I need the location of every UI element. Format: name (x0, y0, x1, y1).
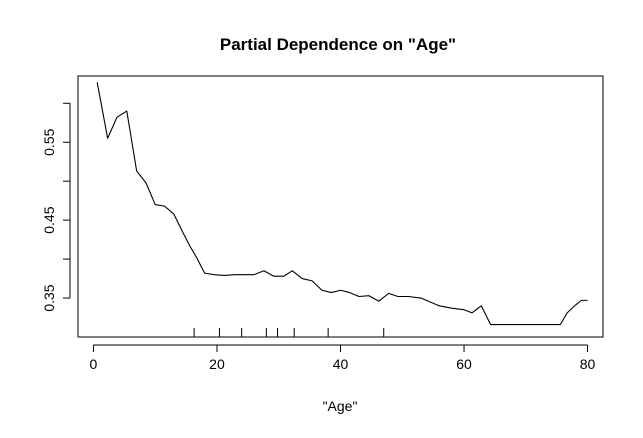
x-tick-label: 40 (333, 356, 349, 372)
y-axis: 0.35 0.45 0.55 (41, 102, 71, 312)
y-tick-label: 0.45 (41, 206, 57, 233)
series-line (96, 82, 588, 326)
series-group (96, 82, 588, 326)
x-axis: 0 20 40 60 80 (90, 344, 596, 372)
x-axis-label: "Age" (323, 398, 358, 414)
x-tick-label: 20 (209, 356, 225, 372)
plot-frame (77, 75, 604, 338)
y-tick-label: 0.35 (41, 284, 57, 311)
rug-ticks (193, 328, 385, 337)
x-tick-label: 60 (456, 356, 472, 372)
y-tick-label: 0.55 (41, 128, 57, 155)
chart-title: Partial Dependence on "Age" (220, 35, 456, 54)
x-tick-label: 80 (580, 356, 596, 372)
x-tick-label: 0 (90, 356, 98, 372)
